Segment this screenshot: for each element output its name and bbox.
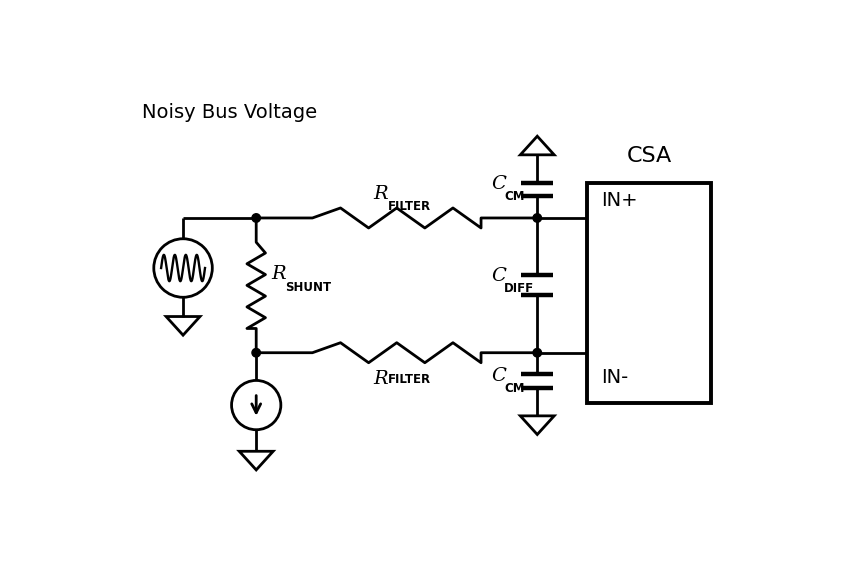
Circle shape <box>251 214 260 222</box>
Text: CM: CM <box>504 382 524 395</box>
Text: DIFF: DIFF <box>504 282 534 295</box>
Text: R: R <box>271 265 286 283</box>
Bar <box>586 183 709 403</box>
Text: R: R <box>373 370 387 388</box>
Text: SHUNT: SHUNT <box>285 281 331 294</box>
Text: C: C <box>491 268 505 286</box>
Text: FILTER: FILTER <box>387 373 430 386</box>
Text: R: R <box>373 186 387 203</box>
Text: C: C <box>491 176 505 194</box>
Text: CM: CM <box>504 190 524 203</box>
Circle shape <box>532 214 541 222</box>
Circle shape <box>251 349 260 357</box>
Text: IN+: IN+ <box>600 191 637 210</box>
Circle shape <box>532 349 541 357</box>
Text: CSA: CSA <box>626 146 671 166</box>
Text: Noisy Bus Voltage: Noisy Bus Voltage <box>141 103 317 122</box>
Text: IN-: IN- <box>600 368 628 387</box>
Text: FILTER: FILTER <box>387 200 430 213</box>
Text: C: C <box>491 367 505 385</box>
